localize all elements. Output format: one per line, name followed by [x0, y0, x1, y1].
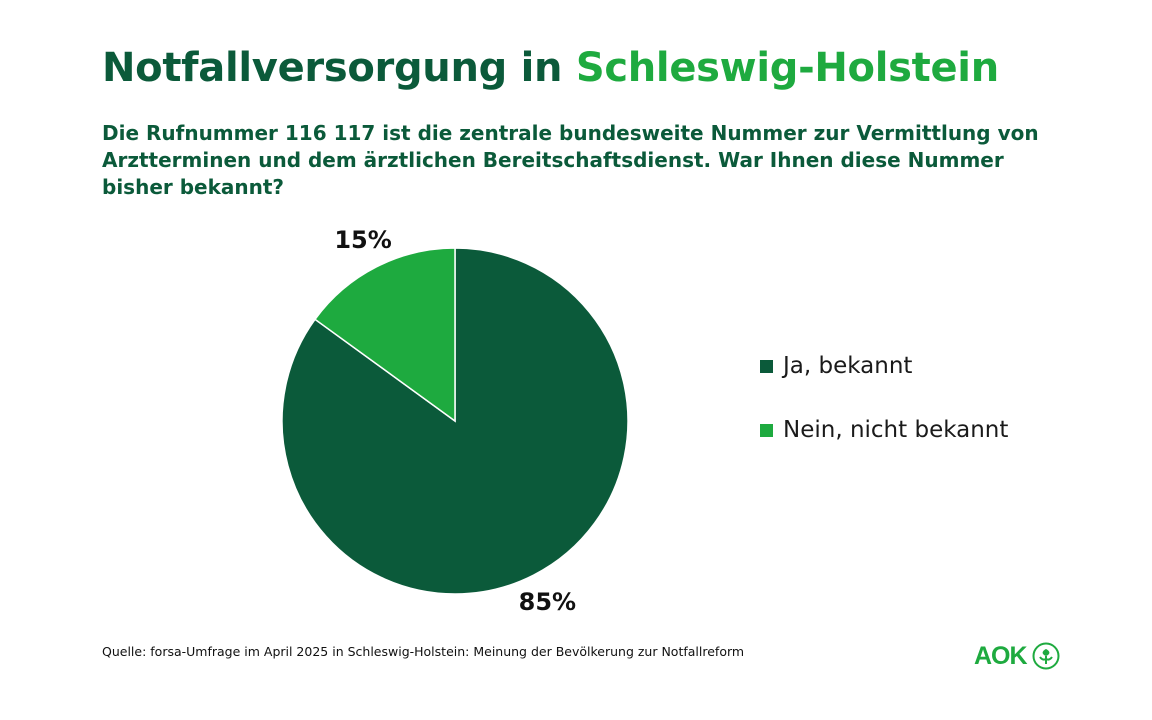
logo-text: AOK — [974, 641, 1028, 670]
legend-swatch-ja — [760, 359, 773, 373]
aok-logo: AOK — [974, 638, 1060, 674]
legend-swatch-nein — [760, 423, 773, 437]
legend-item-ja: Ja, bekannt — [760, 348, 1008, 384]
source-note: Quelle: forsa-Umfrage im April 2025 in S… — [102, 644, 745, 659]
legend-label-nein: Nein, nicht bekannt — [783, 417, 1009, 443]
slice-label-nein: 15% — [334, 226, 392, 255]
chart-subtitle: Die Rufnummer 116 117 ist die zentrale b… — [102, 121, 1039, 200]
chart-title: Notfallversorgung in Schleswig-Holstein — [102, 44, 999, 92]
title-part-2: Schleswig-Holstein — [575, 45, 999, 91]
legend-label-ja: Ja, bekannt — [783, 353, 913, 379]
aok-tree-icon — [1032, 642, 1060, 670]
legend-item-nein: Nein, nicht bekannt — [760, 412, 1008, 448]
legend: Ja, bekannt Nein, nicht bekannt — [760, 348, 1008, 476]
pie-slice-nein — [313, 247, 456, 423]
slice-label-ja: 85% — [518, 587, 577, 616]
title-part-1: Notfallversorgung in — [102, 45, 563, 91]
